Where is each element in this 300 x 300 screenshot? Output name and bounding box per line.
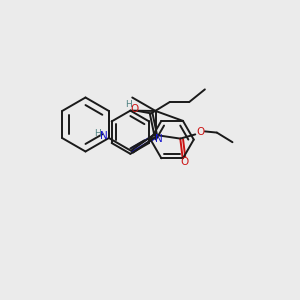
Text: O: O [196,127,204,137]
Text: O: O [180,157,189,167]
Text: H: H [94,129,101,138]
Text: N: N [100,130,107,141]
Text: H: H [125,100,132,109]
Text: O: O [130,103,139,114]
Text: N: N [155,134,163,144]
